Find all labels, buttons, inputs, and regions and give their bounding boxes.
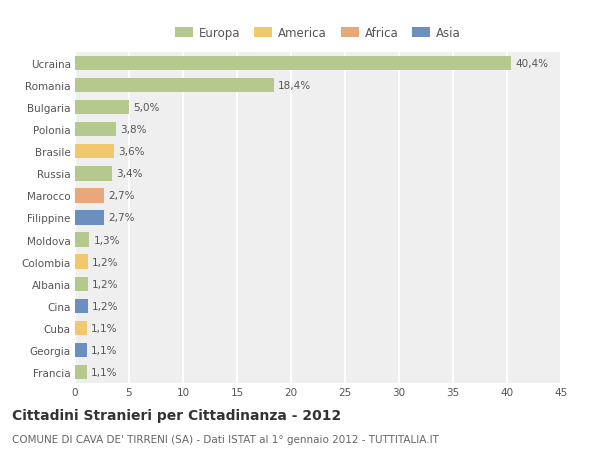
Bar xyxy=(75,189,104,203)
Text: 1,2%: 1,2% xyxy=(92,279,119,289)
Text: 3,6%: 3,6% xyxy=(118,147,145,157)
Text: Cittadini Stranieri per Cittadinanza - 2012: Cittadini Stranieri per Cittadinanza - 2… xyxy=(12,409,341,422)
Text: 1,1%: 1,1% xyxy=(91,345,118,355)
Bar xyxy=(75,167,112,181)
Bar xyxy=(75,343,87,358)
Text: 3,8%: 3,8% xyxy=(121,125,147,135)
Text: 2,7%: 2,7% xyxy=(109,191,135,201)
Bar xyxy=(75,321,87,336)
Bar xyxy=(75,233,89,247)
Text: COMUNE DI CAVA DE' TIRRENI (SA) - Dati ISTAT al 1° gennaio 2012 - TUTTITALIA.IT: COMUNE DI CAVA DE' TIRRENI (SA) - Dati I… xyxy=(12,434,439,444)
Bar xyxy=(75,365,87,380)
Bar xyxy=(75,56,511,71)
Text: 2,7%: 2,7% xyxy=(109,213,135,223)
Text: 1,1%: 1,1% xyxy=(91,367,118,377)
Bar xyxy=(75,211,104,225)
Text: 40,4%: 40,4% xyxy=(515,59,548,69)
Bar xyxy=(75,101,129,115)
Bar xyxy=(75,299,88,313)
Text: 5,0%: 5,0% xyxy=(133,103,160,113)
Bar xyxy=(75,123,116,137)
Text: 18,4%: 18,4% xyxy=(278,81,311,91)
Text: 1,2%: 1,2% xyxy=(92,301,119,311)
Text: 1,2%: 1,2% xyxy=(92,257,119,267)
Bar xyxy=(75,255,88,269)
Legend: Europa, America, Africa, Asia: Europa, America, Africa, Asia xyxy=(172,23,464,44)
Bar xyxy=(75,277,88,291)
Text: 1,3%: 1,3% xyxy=(94,235,120,245)
Bar xyxy=(75,78,274,93)
Bar xyxy=(75,145,114,159)
Text: 3,4%: 3,4% xyxy=(116,169,143,179)
Text: 1,1%: 1,1% xyxy=(91,323,118,333)
